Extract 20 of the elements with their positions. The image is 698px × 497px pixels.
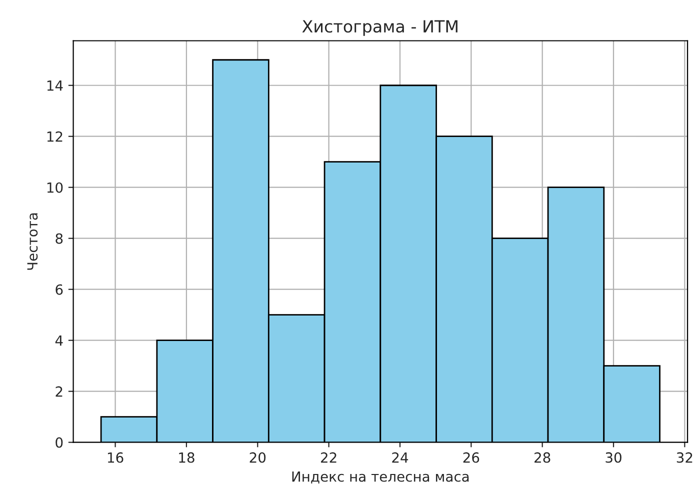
y-tick-label: 2 xyxy=(56,386,62,397)
y-tick-label: 12 xyxy=(47,131,62,142)
x-tick-label: 30 xyxy=(606,452,622,463)
y-tick-label: 10 xyxy=(47,182,63,193)
y-tick-label: 6 xyxy=(56,284,63,295)
y-tick-label: 8 xyxy=(56,233,63,244)
x-tick-label: 26 xyxy=(463,452,480,463)
x-tick-label: 18 xyxy=(179,452,194,463)
x-tick-label: 24 xyxy=(392,452,408,463)
y-tick-label: 4 xyxy=(55,335,63,346)
x-tick-label: 22 xyxy=(320,452,336,463)
chart-title: Хистограма - ИТМ xyxy=(302,20,458,36)
x-tick-label: 16 xyxy=(108,452,124,463)
y-tick-label: 14 xyxy=(47,80,63,91)
y-axis-title: Честота xyxy=(27,213,38,270)
x-tick-label: 32 xyxy=(676,452,692,463)
x-tick-label: 20 xyxy=(250,452,266,463)
y-tick-label: 0 xyxy=(56,437,63,448)
x-axis-title: Индекс на телесна маса xyxy=(292,471,469,484)
x-tick-label: 28 xyxy=(534,452,550,463)
